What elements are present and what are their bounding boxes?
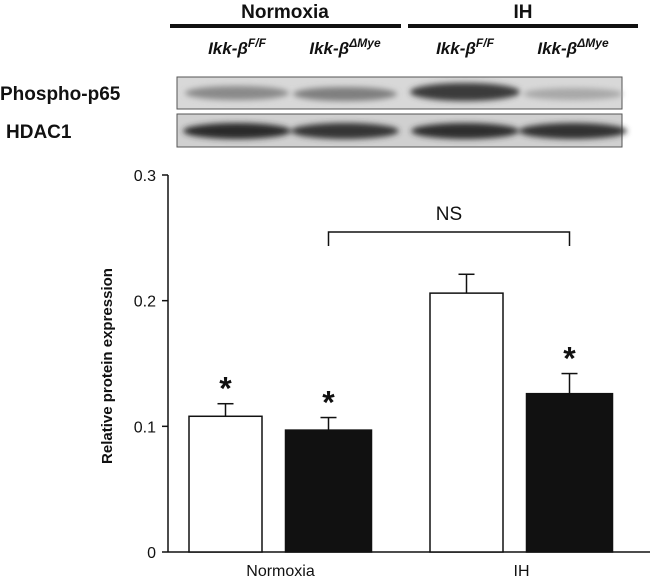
bands — [185, 83, 623, 101]
y-tick-label: 0.2 — [134, 294, 156, 311]
significance: * — [322, 385, 335, 421]
row-label: HDAC1 — [6, 122, 72, 143]
lane-sup: F/F — [248, 36, 267, 50]
group-label: Normoxia — [241, 2, 329, 23]
bands — [183, 123, 627, 139]
lane-base: Ikk-β — [537, 39, 577, 58]
bar — [525, 392, 614, 553]
lane-sup: ΔMye — [576, 36, 609, 50]
y-axis-label: Relative protein expression — [99, 268, 116, 464]
group-label: IH — [514, 2, 533, 23]
x-tick-label: IH — [514, 563, 530, 580]
lane-base: Ikk-β — [208, 39, 248, 58]
y-tick-label: 0.3 — [134, 168, 156, 185]
row-label: Phospho-p65 — [0, 84, 121, 105]
significance: * — [219, 371, 232, 407]
bar — [429, 292, 504, 553]
lane-base: Ikk-β — [436, 39, 476, 58]
lane-label: Ikk-βF/F — [436, 36, 495, 58]
lane-base: Ikk-β — [309, 39, 349, 58]
bracket — [327, 231, 571, 246]
lane-label: Ikk-βF/F — [208, 36, 267, 58]
bar — [284, 429, 373, 553]
bar — [188, 415, 263, 553]
lane-label: Ikk-βΔMye — [537, 36, 609, 58]
lane-sup: ΔMye — [348, 36, 381, 50]
lane-sup: F/F — [476, 36, 495, 50]
bracket-label: NS — [436, 204, 462, 225]
y-tick-label: 0.1 — [134, 419, 156, 436]
significance: * — [563, 341, 576, 377]
x-tick-label: Normoxia — [246, 563, 315, 580]
lane-label: Ikk-βΔMye — [309, 36, 381, 58]
y-tick-label: 0 — [147, 545, 156, 562]
